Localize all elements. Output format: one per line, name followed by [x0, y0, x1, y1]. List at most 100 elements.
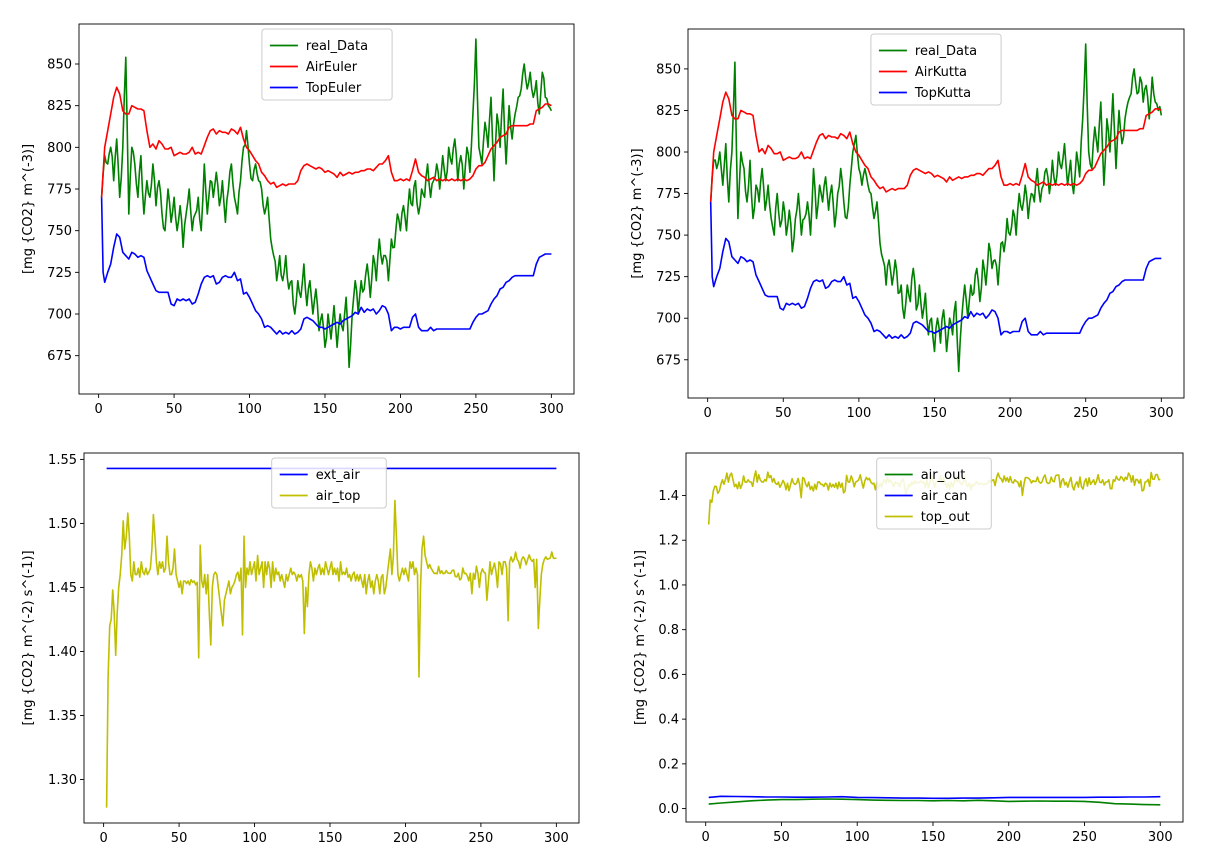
- y-tick-label: 0.0: [658, 802, 679, 817]
- y-tick-label: 1.30: [48, 773, 77, 788]
- legend-label-air_can: air_can: [921, 489, 968, 504]
- y-tick-label: 1.55: [48, 453, 77, 468]
- x-tick-label: 50: [171, 831, 188, 846]
- x-tick-label: 200: [996, 830, 1021, 845]
- y-tick-label: 675: [47, 349, 72, 364]
- y-tick-label: 700: [47, 308, 72, 323]
- y-tick-label: 1.40: [48, 645, 77, 660]
- y-tick-label: 775: [47, 183, 72, 198]
- x-tick-label: 250: [1073, 406, 1098, 421]
- x-tick-label: 150: [318, 831, 343, 846]
- y-tick-label: 675: [656, 353, 681, 368]
- series-line-air_can: [708, 795, 1161, 800]
- axes-frame: [687, 28, 1185, 399]
- y-tick-label: 750: [47, 224, 72, 239]
- series-line-TopEuler: [100, 197, 552, 335]
- y-axis-label: [mg {CO2} m^(-3)]: [21, 144, 36, 274]
- x-tick-label: 0: [94, 402, 102, 417]
- legend-label-real_Data: real_Data: [306, 39, 368, 54]
- series-group: [105, 467, 557, 808]
- axes-frame: [685, 452, 1184, 823]
- x-tick-label: 100: [846, 406, 871, 421]
- x-tick-label: 50: [773, 830, 790, 845]
- y-tick-label: 775: [656, 187, 681, 202]
- y-tick-label: 800: [656, 146, 681, 161]
- x-tick-label: 100: [242, 831, 267, 846]
- subplot-2: 0 50 100 150 200 250 300 675 700 725 750 775 800 825 8…: [630, 28, 1185, 421]
- y-tick-label: 825: [47, 99, 72, 114]
- y-tick-label: 800: [47, 141, 72, 156]
- x-tick-label: 250: [463, 402, 488, 417]
- y-tick-label: 725: [656, 270, 681, 285]
- legend-label-TopKutta: TopKutta: [914, 86, 971, 101]
- y-tick-label: 700: [656, 312, 681, 327]
- legend-label-air_top: air_top: [316, 489, 361, 504]
- subplot-4: 0 50 100 150 200 250 300 0.0 0.2 0.4 0.6 0.8 1.0 1.2 1…: [633, 452, 1184, 845]
- legend: ext_air air_top: [271, 457, 387, 509]
- x-tick-label: 0: [704, 406, 712, 421]
- series-group: [100, 38, 553, 369]
- legend-label-AirKutta: AirKutta: [915, 65, 967, 80]
- series-line-AirKutta: [709, 91, 1162, 202]
- y-tick-label: 0.8: [658, 623, 679, 638]
- legend-label-ext_air: ext_air: [316, 468, 361, 483]
- x-tick-label: 200: [393, 831, 418, 846]
- y-tick-label: 0.4: [658, 713, 679, 728]
- legend: real_Data AirKutta TopKutta: [870, 33, 1002, 106]
- legend-label-air_out: air_out: [921, 468, 966, 483]
- x-tick-label: 150: [922, 406, 947, 421]
- y-axis-label: [mg {CO2} m^(-2) s^(-1)]: [633, 550, 648, 725]
- y-tick-label: 1.2: [658, 534, 679, 549]
- legend: air_out air_can top_out: [876, 457, 992, 530]
- x-tick-label: 150: [313, 402, 338, 417]
- x-tick-label: 150: [921, 830, 946, 845]
- x-tick-label: 0: [702, 830, 710, 845]
- axes-frame: [83, 452, 580, 824]
- legend: real_Data AirEuler TopEuler: [261, 28, 393, 101]
- x-tick-label: 300: [1148, 830, 1173, 845]
- x-tick-label: 300: [1149, 406, 1174, 421]
- x-tick-label: 200: [388, 402, 413, 417]
- legend-box: [261, 28, 393, 101]
- y-axis-label: [mg {CO2} m^(-2) s^(-1)]: [21, 550, 36, 725]
- x-tick-label: 100: [237, 402, 262, 417]
- y-tick-label: 1.4: [658, 489, 679, 504]
- y-tick-label: 850: [47, 58, 72, 73]
- series-group: [709, 43, 1163, 373]
- x-tick-label: 0: [99, 831, 107, 846]
- y-tick-label: 825: [656, 104, 681, 119]
- y-tick-label: 725: [47, 266, 72, 281]
- axes-frame: [78, 23, 575, 395]
- legend-box: [876, 457, 992, 530]
- y-tick-label: 0.2: [658, 757, 679, 772]
- series-line-real_Data: [100, 38, 553, 369]
- y-tick-label: 1.50: [48, 517, 77, 532]
- x-tick-label: 250: [468, 831, 493, 846]
- legend-label-AirEuler: AirEuler: [306, 60, 358, 75]
- legend-label-TopEuler: TopEuler: [305, 81, 362, 96]
- y-tick-label: 1.45: [48, 581, 77, 596]
- x-tick-label: 250: [1072, 830, 1097, 845]
- series-line-real_Data: [709, 43, 1163, 373]
- y-tick-label: 750: [656, 229, 681, 244]
- x-tick-label: 200: [998, 406, 1023, 421]
- legend-label-top_out: top_out: [921, 510, 970, 525]
- y-tick-label: 850: [656, 62, 681, 77]
- x-tick-label: 50: [775, 406, 792, 421]
- y-tick-label: 1.35: [48, 709, 77, 724]
- legend-label-real_Data: real_Data: [915, 44, 977, 59]
- legend-box: [870, 33, 1002, 106]
- subplot-1: 0 50 100 150 200 250 300 675 700 725 750 775 800 825 8…: [21, 23, 575, 417]
- y-axis-label: [mg {CO2} m^(-3)]: [630, 148, 645, 278]
- series-line-air_out: [708, 798, 1161, 806]
- x-tick-label: 300: [544, 831, 569, 846]
- x-tick-label: 50: [166, 402, 183, 417]
- series-line-AirEuler: [100, 86, 552, 198]
- subplot-3: 0 50 100 150 200 250 300 1.30 1.35 1.40 1.45 1.50 1.…: [21, 452, 580, 846]
- series-line-air_top: [105, 499, 557, 808]
- y-tick-label: 1.0: [658, 578, 679, 593]
- x-tick-label: 300: [539, 402, 564, 417]
- x-tick-label: 100: [845, 830, 870, 845]
- y-tick-label: 0.6: [658, 668, 679, 683]
